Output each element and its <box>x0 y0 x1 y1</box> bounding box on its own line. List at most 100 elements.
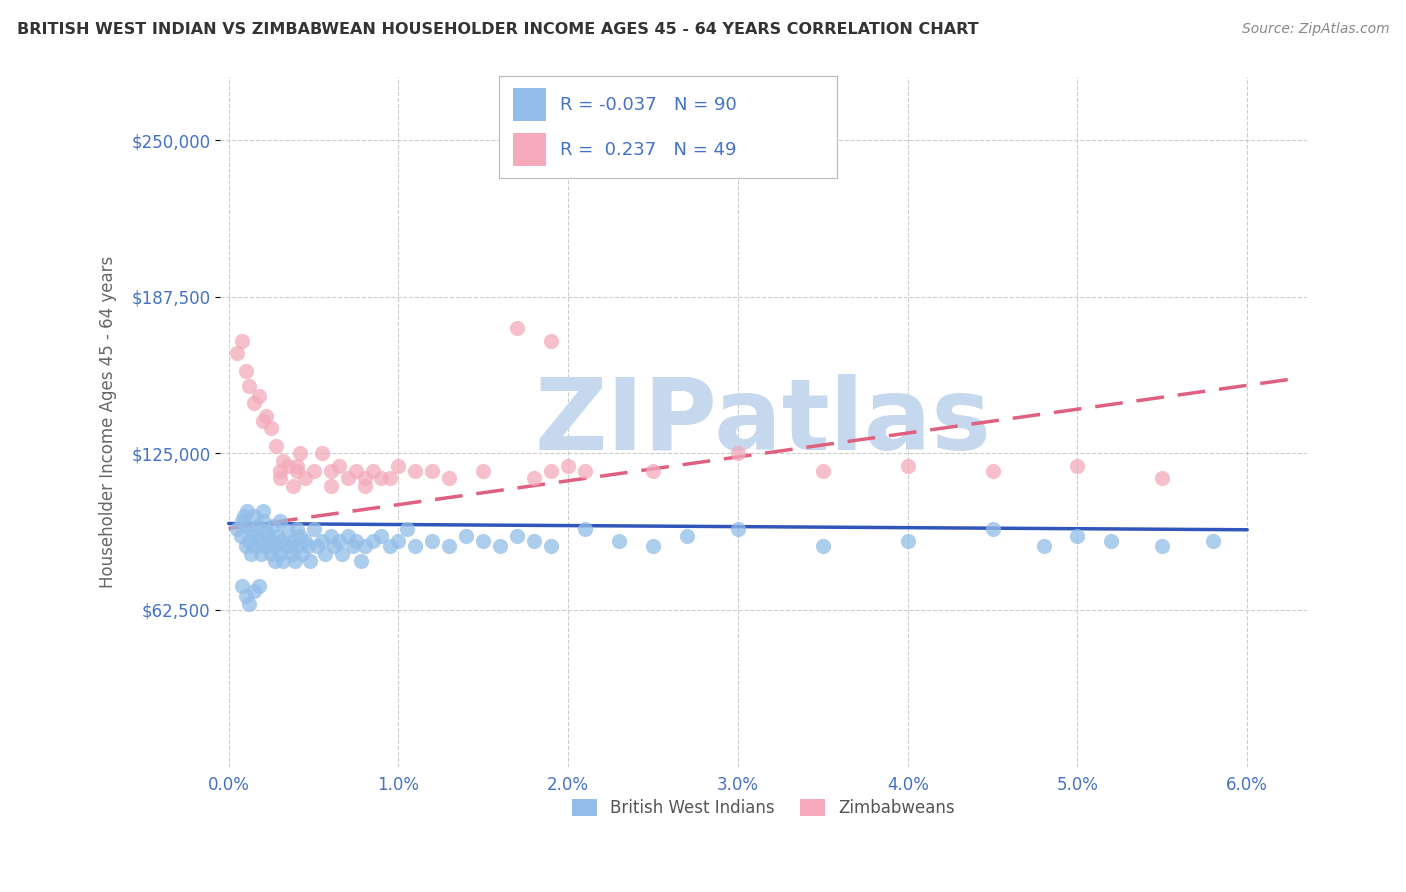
Point <box>353 479 375 493</box>
Point <box>387 458 409 473</box>
Point <box>361 464 384 478</box>
Text: Source: ZipAtlas.com: Source: ZipAtlas.com <box>1241 22 1389 37</box>
Point <box>439 471 461 485</box>
Point <box>226 346 249 360</box>
Point <box>1202 534 1225 549</box>
Text: R = -0.037   N = 90: R = -0.037 N = 90 <box>560 95 737 113</box>
Point <box>472 534 495 549</box>
Point <box>981 521 1004 535</box>
Point <box>264 539 287 553</box>
Point <box>456 529 478 543</box>
Point <box>1066 458 1088 473</box>
Point <box>243 539 266 553</box>
Point <box>260 421 283 435</box>
Point <box>280 547 302 561</box>
Point <box>242 524 264 538</box>
Point <box>314 547 336 561</box>
Point <box>247 389 270 403</box>
Point <box>350 554 373 568</box>
Point <box>277 458 299 473</box>
Point <box>540 464 562 478</box>
Point <box>676 529 699 543</box>
Point <box>294 471 316 485</box>
Point <box>323 539 346 553</box>
Point <box>285 464 308 478</box>
Point <box>238 534 260 549</box>
Point <box>319 464 342 478</box>
Point <box>523 471 546 485</box>
Point <box>557 458 579 473</box>
Point <box>285 521 308 535</box>
Point <box>523 534 546 549</box>
Point <box>387 534 409 549</box>
Point <box>239 547 262 561</box>
Point <box>422 464 444 478</box>
Point <box>274 539 297 553</box>
Point <box>243 584 266 599</box>
Point <box>344 534 367 549</box>
Point <box>247 579 270 593</box>
Point <box>574 464 596 478</box>
Point <box>305 539 328 553</box>
Point <box>246 519 269 533</box>
Point <box>506 529 529 543</box>
Point <box>811 464 834 478</box>
Point <box>319 479 342 493</box>
Point <box>540 334 562 348</box>
Point <box>269 464 291 478</box>
Point <box>299 554 322 568</box>
Point <box>540 539 562 553</box>
Point <box>353 539 375 553</box>
Point <box>285 458 308 473</box>
Point <box>235 589 257 603</box>
Point <box>811 539 834 553</box>
Point <box>370 471 392 485</box>
Point <box>727 521 749 535</box>
Point <box>1032 539 1054 553</box>
Point <box>254 409 277 423</box>
Point <box>370 529 392 543</box>
Point <box>1152 539 1174 553</box>
Point <box>284 554 307 568</box>
Point <box>607 534 630 549</box>
Point <box>643 464 665 478</box>
Point <box>472 464 495 478</box>
Text: BRITISH WEST INDIAN VS ZIMBABWEAN HOUSEHOLDER INCOME AGES 45 - 64 YEARS CORRELAT: BRITISH WEST INDIAN VS ZIMBABWEAN HOUSEH… <box>17 22 979 37</box>
Text: ZIPatlas: ZIPatlas <box>536 374 991 470</box>
Point <box>250 547 273 561</box>
Point <box>336 529 359 543</box>
Point <box>247 534 270 549</box>
Legend: British West Indians, Zimbabweans: British West Indians, Zimbabweans <box>565 792 962 823</box>
Point <box>270 534 292 549</box>
Point <box>229 529 252 543</box>
Point <box>378 471 401 485</box>
Point <box>439 539 461 553</box>
Point <box>1066 529 1088 543</box>
Point <box>243 396 266 410</box>
Point <box>344 464 367 478</box>
Point <box>263 554 285 568</box>
Point <box>422 534 444 549</box>
Point <box>259 539 281 553</box>
Point <box>231 514 253 528</box>
Point <box>361 534 384 549</box>
Point <box>245 529 267 543</box>
Point <box>353 471 375 485</box>
Point <box>643 539 665 553</box>
Point <box>238 378 260 392</box>
Point <box>252 504 274 518</box>
Point <box>404 539 426 553</box>
Point <box>332 547 354 561</box>
Point <box>277 524 299 538</box>
Point <box>235 519 257 533</box>
Point <box>231 579 253 593</box>
Point <box>235 539 257 553</box>
Point <box>262 519 284 533</box>
Point <box>342 539 364 553</box>
Point <box>254 524 277 538</box>
Point <box>328 458 350 473</box>
Point <box>302 521 325 535</box>
Point <box>897 534 920 549</box>
Point <box>283 479 305 493</box>
Point <box>236 504 259 518</box>
